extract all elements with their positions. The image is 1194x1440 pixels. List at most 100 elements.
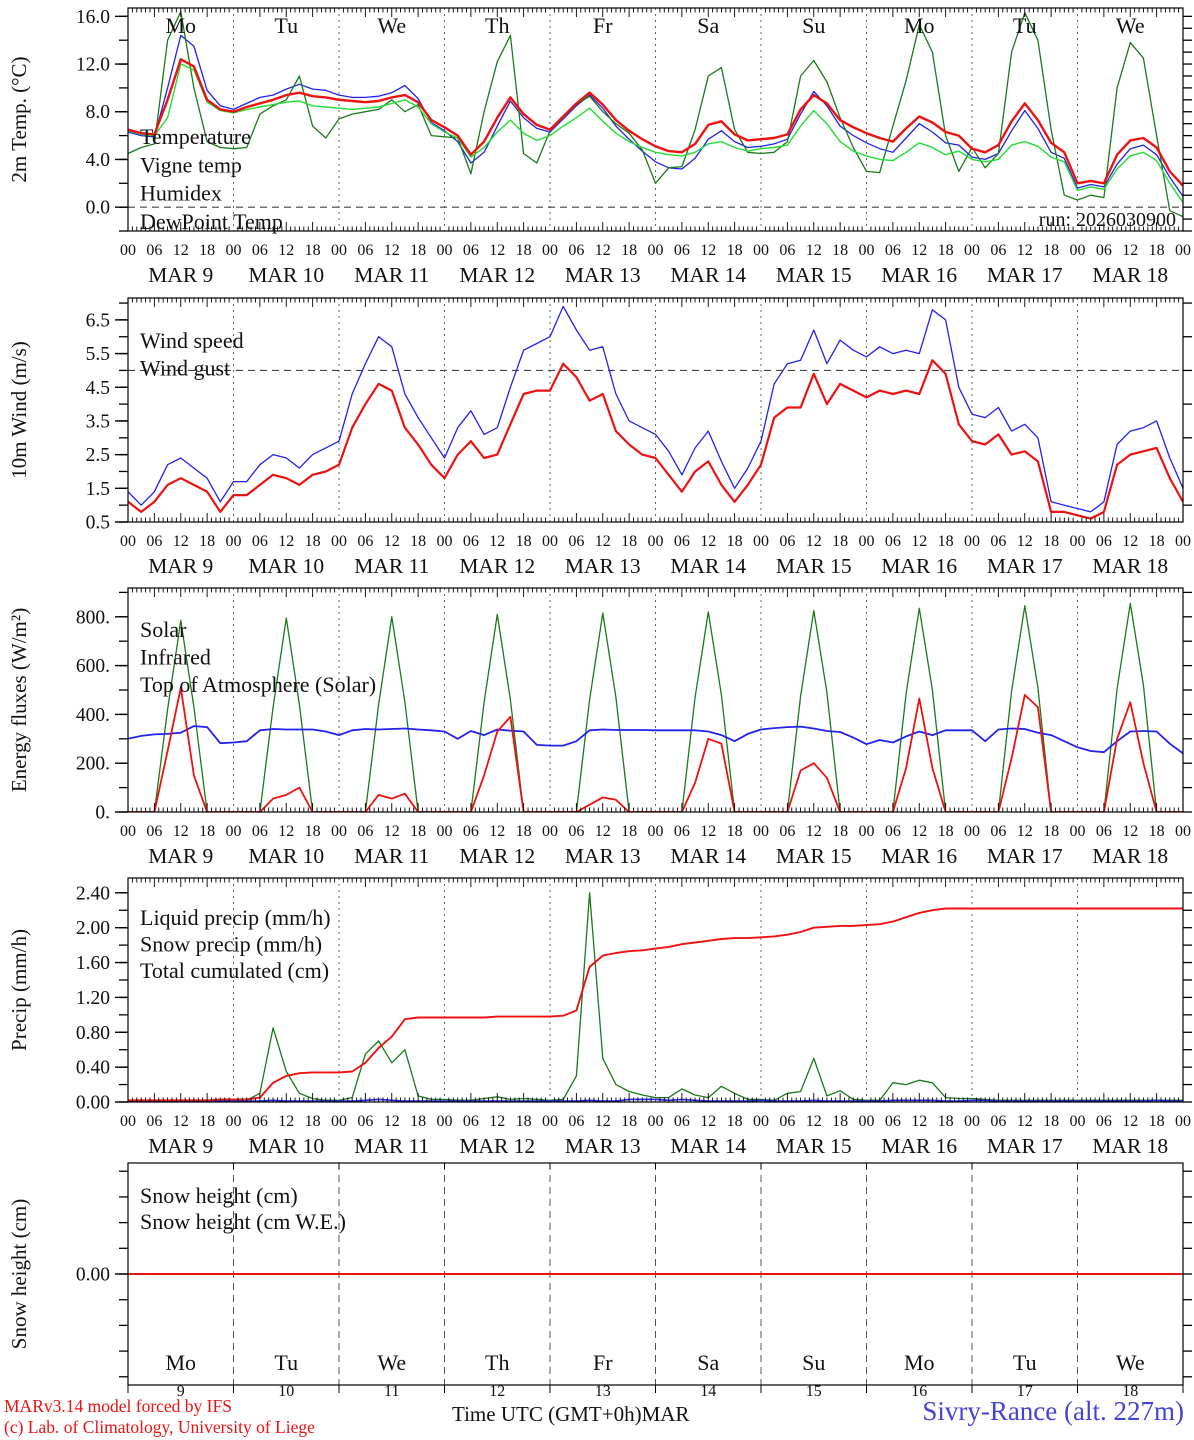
svg-text:2.40: 2.40 — [76, 883, 110, 904]
svg-text:MAR 12: MAR 12 — [459, 554, 535, 578]
svg-text:18: 18 — [1122, 1383, 1138, 1400]
svg-text:1.60: 1.60 — [76, 953, 110, 974]
svg-text:00: 00 — [226, 1113, 242, 1130]
svg-text:06: 06 — [990, 823, 1006, 840]
legend-energy-fluxes-2: Top of Atmosphere (Solar) — [140, 672, 376, 697]
svg-text:00: 00 — [753, 533, 769, 550]
series-toa-solar — [128, 602, 1183, 812]
svg-text:8.0: 8.0 — [86, 102, 110, 123]
svg-text:12: 12 — [595, 823, 611, 840]
svg-text:00: 00 — [859, 823, 875, 840]
svg-text:18: 18 — [305, 823, 321, 840]
svg-text:MAR 18: MAR 18 — [1092, 263, 1168, 287]
svg-text:06: 06 — [674, 533, 690, 550]
svg-text:00: 00 — [753, 1113, 769, 1130]
svg-text:MAR 13: MAR 13 — [565, 1134, 641, 1158]
svg-text:12: 12 — [173, 533, 189, 550]
svg-text:00: 00 — [331, 533, 347, 550]
svg-text:MAR 11: MAR 11 — [354, 263, 429, 287]
svg-text:MAR 9: MAR 9 — [148, 1134, 213, 1158]
svg-text:18: 18 — [832, 533, 848, 550]
legend-snow-height-0: Snow height (cm) — [140, 1183, 298, 1208]
svg-text:06: 06 — [357, 823, 373, 840]
svg-text:4.5: 4.5 — [86, 378, 110, 399]
svg-text:18: 18 — [832, 242, 848, 259]
svg-text:12: 12 — [700, 823, 716, 840]
svg-text:MAR 13: MAR 13 — [565, 844, 641, 868]
legend-energy-fluxes-1: Infrared — [140, 645, 211, 670]
svg-text:12: 12 — [278, 242, 294, 259]
energy-flux-panel-chart: 0. 200. 400. 600. 800. 00 06 12 18 00 06 12 18 00 06 12… — [7, 587, 1192, 868]
svg-text:06: 06 — [1096, 533, 1112, 550]
series-solar — [128, 686, 1183, 812]
svg-text:00: 00 — [648, 1113, 664, 1130]
svg-text:18: 18 — [516, 242, 532, 259]
svg-text:06: 06 — [779, 823, 795, 840]
y-axis-title-precipitation: Precip (mm/h) — [7, 929, 31, 1051]
svg-text:18: 18 — [938, 823, 954, 840]
svg-text:14: 14 — [700, 1383, 716, 1400]
svg-text:MAR 11: MAR 11 — [354, 1134, 429, 1158]
svg-text:MAR 18: MAR 18 — [1092, 554, 1168, 578]
svg-text:06: 06 — [885, 533, 901, 550]
svg-text:0.0: 0.0 — [86, 198, 110, 219]
svg-text:06: 06 — [146, 823, 162, 840]
svg-text:06: 06 — [779, 1113, 795, 1130]
svg-text:18: 18 — [516, 1113, 532, 1130]
svg-text:12: 12 — [1017, 533, 1033, 550]
svg-text:12: 12 — [278, 533, 294, 550]
svg-text:18: 18 — [938, 1113, 954, 1130]
svg-text:06: 06 — [568, 533, 584, 550]
svg-text:00: 00 — [1175, 823, 1191, 840]
svg-text:18: 18 — [621, 533, 637, 550]
svg-text:MAR 11: MAR 11 — [354, 844, 429, 868]
svg-text:12: 12 — [173, 242, 189, 259]
day-name-label: Th — [485, 1350, 509, 1375]
legend-10m-wind-1: Wind gust — [140, 356, 230, 381]
svg-text:00: 00 — [226, 242, 242, 259]
series-wind-gust — [128, 305, 1183, 513]
svg-text:18: 18 — [938, 242, 954, 259]
svg-text:00: 00 — [753, 823, 769, 840]
series-dewpoint-temp — [128, 63, 1183, 203]
svg-text:00: 00 — [964, 242, 980, 259]
day-name-label: Sa — [697, 13, 719, 38]
svg-text:18: 18 — [410, 1113, 426, 1130]
legend-2m-temperature-3: DewPoint Temp — [140, 209, 283, 234]
svg-text:06: 06 — [357, 533, 373, 550]
svg-text:06: 06 — [146, 533, 162, 550]
svg-text:MAR 10: MAR 10 — [248, 554, 324, 578]
svg-text:15: 15 — [806, 1383, 822, 1400]
svg-text:9: 9 — [177, 1383, 185, 1400]
svg-text:18: 18 — [199, 533, 215, 550]
svg-text:00: 00 — [859, 242, 875, 259]
svg-text:12: 12 — [700, 533, 716, 550]
precip-panel-chart: 0.00 0.40 0.80 1.20 1.60 2.00 2.40 00 06 12 18 00 06… — [7, 877, 1192, 1158]
svg-text:18: 18 — [305, 533, 321, 550]
svg-text:12: 12 — [806, 533, 822, 550]
svg-text:5.5: 5.5 — [86, 344, 110, 365]
svg-text:18: 18 — [727, 533, 743, 550]
svg-text:MAR 12: MAR 12 — [459, 844, 535, 868]
day-name-label: Tu — [1013, 1350, 1037, 1375]
svg-text:MAR 10: MAR 10 — [248, 1134, 324, 1158]
svg-text:2.00: 2.00 — [76, 918, 110, 939]
y-axis-title-snow-height: Snow height (cm) — [7, 1199, 31, 1349]
svg-text:12: 12 — [911, 1113, 927, 1130]
day-name-label: Su — [802, 13, 825, 38]
svg-text:06: 06 — [252, 823, 268, 840]
y-axis-title-energy-fluxes: Energy fluxes (W/m²) — [7, 608, 31, 792]
series-infrared — [128, 725, 1183, 755]
svg-text:12: 12 — [1017, 242, 1033, 259]
svg-text:12: 12 — [173, 1113, 189, 1130]
svg-text:18: 18 — [305, 1113, 321, 1130]
svg-text:MAR 10: MAR 10 — [248, 263, 324, 287]
series-total-cumulated — [128, 907, 1183, 1102]
day-name-label: We — [377, 13, 406, 38]
svg-text:00: 00 — [964, 823, 980, 840]
svg-text:00: 00 — [1070, 1113, 1086, 1130]
svg-text:1.5: 1.5 — [86, 479, 110, 500]
model-credit: MARv3.14 model forced by IFS (c) Lab. of… — [4, 1396, 315, 1437]
day-name-label: Mo — [904, 13, 935, 38]
